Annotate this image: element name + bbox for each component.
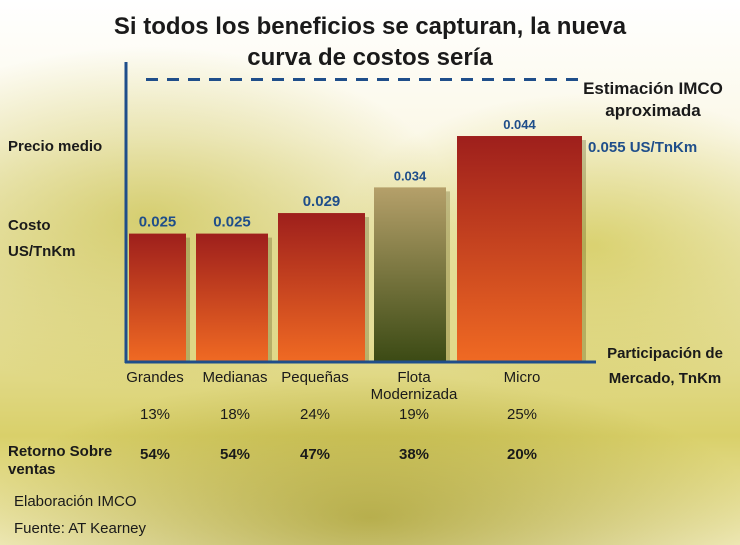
category-label-line: Grandes <box>126 369 184 386</box>
bar-value-label: 0.025 <box>213 214 251 231</box>
retorno-label-line-2: ventas <box>8 461 56 478</box>
category-label: Pequeñas <box>265 369 365 386</box>
category-label-line: Flota <box>397 369 431 386</box>
market-share-value: 19% <box>398 406 430 423</box>
return-on-sales-value: 54% <box>139 446 171 463</box>
market-share-value: 18% <box>219 406 251 423</box>
source-fuente: Fuente: AT Kearney <box>14 520 147 537</box>
x-axis-label-line-2: Mercado, TnKm <box>608 370 722 387</box>
return-on-sales-value: 54% <box>219 446 251 463</box>
bar-pequeñas <box>278 213 365 362</box>
return-on-sales-value: 20% <box>506 446 538 463</box>
return-on-sales-value: 47% <box>299 446 331 463</box>
estimacion-line-1: Estimación IMCO <box>583 79 723 98</box>
precio-medio-label: Precio medio <box>8 138 103 155</box>
x-axis-label-line-1: Participación de <box>607 345 723 362</box>
x-axis-label: Participación de Mercado, TnKm <box>590 341 740 391</box>
category-label: Micro <box>472 369 572 386</box>
bar-grandes <box>129 233 186 362</box>
retorno-label-line-1: Retorno Sobre <box>8 443 113 460</box>
bar-micro <box>457 136 582 362</box>
market-share-value: 13% <box>139 406 171 423</box>
market-share-value: 24% <box>299 406 331 423</box>
y-axis-label-line-1: Costo <box>8 217 51 234</box>
retorno-label: Retorno Sobre ventas <box>8 443 112 479</box>
market-share-value: 25% <box>506 406 538 423</box>
y-axis-label: Costo US/TnKm <box>8 213 76 265</box>
category-label-line: Micro <box>503 369 541 386</box>
category-label-line: Modernizada <box>370 386 458 403</box>
category-label: Flota Modernizada <box>364 369 464 403</box>
bar-value-label: 0.044 <box>503 117 536 132</box>
bar-value-label: 0.025 <box>139 214 177 231</box>
category-label: Medianas <box>185 369 285 386</box>
estimacion-label: Estimación IMCO aproximada <box>568 78 738 122</box>
bar-medianas <box>196 233 268 362</box>
y-axis-label-line-2: US/TnKm <box>8 243 76 260</box>
category-label-line: Medianas <box>202 369 268 386</box>
category-label: Grandes <box>105 369 205 386</box>
source-elaboracion: Elaboración IMCO <box>14 493 137 510</box>
bar-value-label: 0.029 <box>303 193 341 210</box>
chart-title-line-1: Si todos los beneficios se capturan, la … <box>113 13 627 40</box>
return-on-sales-value: 38% <box>398 446 430 463</box>
bar-flota-modernizada <box>374 187 446 362</box>
chart-title-line-2: curva de costos sería <box>247 44 493 71</box>
bar-value-label: 0.034 <box>394 168 427 183</box>
precio-medio-value: 0.055 US/TnKm <box>588 139 698 156</box>
estimacion-line-2: aproximada <box>605 101 701 120</box>
category-label-line: Pequeñas <box>281 369 349 386</box>
